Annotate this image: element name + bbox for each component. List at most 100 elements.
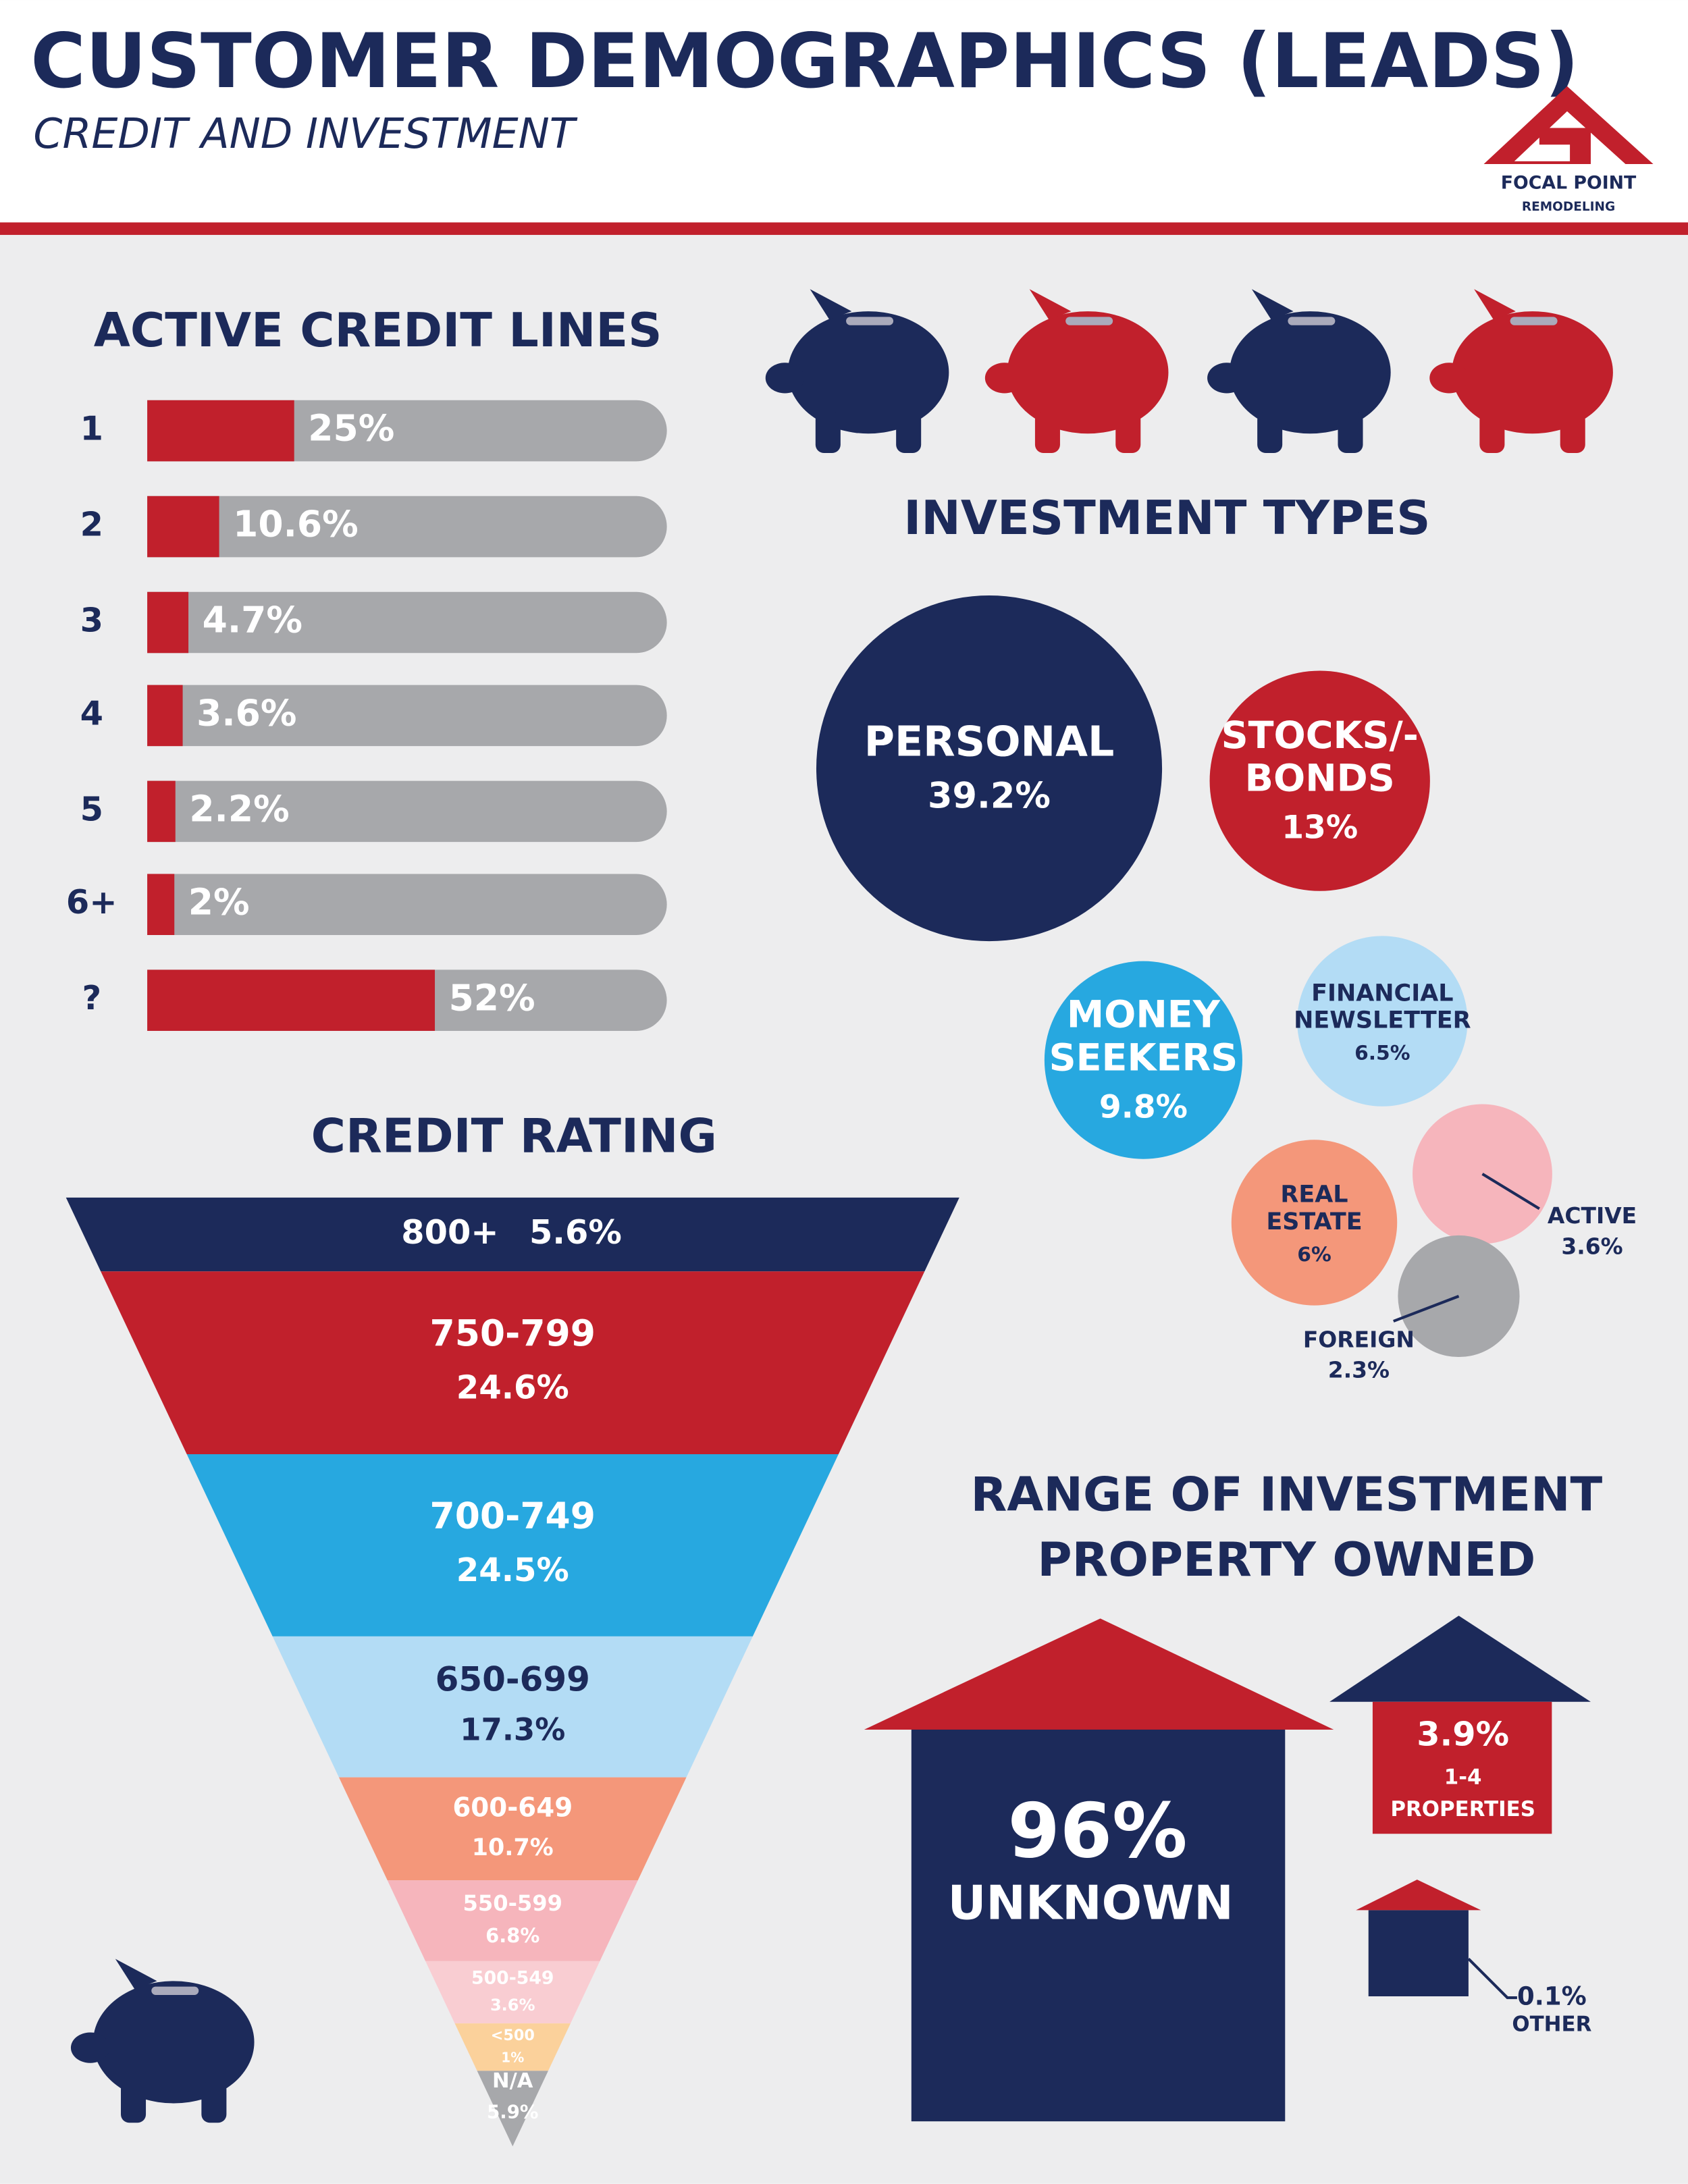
header-band: [0, 0, 1688, 223]
band-label: 600-649: [452, 1792, 573, 1823]
bar: [147, 685, 183, 747]
logo-sub: REMODELING: [1522, 200, 1615, 214]
band-label: 650-699: [436, 1659, 590, 1699]
title: CUSTOMER DEMOGRAPHICS (LEADS): [30, 18, 1579, 105]
bar-label: 4.7%: [203, 599, 302, 641]
bubble-label: STOCKS/-: [1221, 714, 1419, 757]
subtitle: CREDIT AND INVESTMENT: [33, 109, 577, 158]
bubble-label: NEWSLETTER: [1294, 1007, 1471, 1034]
row-label: ?: [82, 978, 101, 1017]
bubble-label: FOREIGN: [1303, 1326, 1415, 1352]
funnel-band: [454, 2023, 571, 2071]
bar-label: 10.6%: [233, 503, 359, 545]
leader-line: [1467, 1957, 1517, 2000]
bubble-label: REAL: [1280, 1181, 1348, 1208]
bubble: [1044, 961, 1242, 1159]
header-rule: [0, 222, 1688, 235]
bar: [147, 874, 175, 935]
house-roof: [1356, 1880, 1481, 1911]
band-label: 800+: [401, 1213, 498, 1252]
row-label: 4: [80, 693, 103, 733]
row-label: 1: [80, 409, 103, 448]
logo-mark: [1483, 86, 1654, 165]
row-label: 3: [80, 601, 103, 640]
row-label: 2: [80, 505, 103, 544]
row-label: 6+: [66, 882, 117, 922]
bubble-value: 2.3%: [1328, 1357, 1390, 1383]
band-value: 5.6%: [529, 1213, 622, 1252]
funnel-band: [425, 1961, 600, 2024]
bar-label: 3.6%: [196, 692, 296, 735]
leader-line: [1481, 1173, 1540, 1210]
bubble-label: BONDS: [1245, 757, 1395, 801]
house-label: UNKNOWN: [948, 1875, 1234, 1930]
house-value: 3.9%: [1417, 1715, 1509, 1754]
bar-label: 2.2%: [189, 788, 289, 830]
house-value: 96%: [1008, 1788, 1188, 1875]
funnel-band: [338, 1777, 687, 1881]
band-label: 500-549: [471, 1967, 554, 1988]
bubble-value: 9.8%: [1099, 1088, 1188, 1125]
bubble: [1231, 1140, 1398, 1306]
bar: [147, 969, 436, 1031]
band-value: 24.5%: [456, 1551, 569, 1589]
bubble-value: 39.2%: [928, 775, 1051, 816]
band-value: 5.9%: [487, 2101, 538, 2123]
house: [911, 1729, 1286, 2122]
house-label: PROPERTIES: [1390, 1797, 1535, 1821]
bar-label: 25%: [308, 407, 394, 450]
house-roof: [864, 1618, 1334, 1730]
funnel-band: [387, 1880, 638, 1961]
bubble-value: 6.5%: [1354, 1042, 1410, 1065]
section-title: PROPERTY OWNED: [1037, 1533, 1535, 1587]
bubble-label: ACTIVE: [1548, 1202, 1637, 1229]
section-title: RANGE OF INVESTMENT: [970, 1467, 1602, 1522]
band-value: 6.8%: [485, 1924, 539, 1947]
funnel-band: [101, 1271, 925, 1454]
band-label: <500: [491, 2027, 535, 2044]
row-label: 5: [80, 789, 103, 828]
bar: [147, 496, 219, 558]
house-roof: [1329, 1616, 1591, 1702]
section-title: CREDIT RATING: [311, 1109, 717, 1163]
bar-track: [147, 496, 667, 558]
band-label: 700-749: [430, 1494, 596, 1537]
band-value: 3.6%: [490, 1996, 535, 2015]
bar-track: [147, 780, 667, 843]
band-value: 17.3%: [460, 1712, 565, 1748]
band-label: 750-799: [430, 1312, 596, 1354]
bar: [147, 780, 176, 843]
band-label: 550-599: [463, 1890, 562, 1916]
funnel-band: [477, 2071, 548, 2147]
bubble-label: SEEKERS: [1049, 1036, 1238, 1080]
logo-name: FOCAL POINT: [1501, 172, 1637, 193]
bubble-value: 6%: [1297, 1243, 1331, 1267]
funnel-band: [186, 1454, 839, 1636]
section-title: INVESTMENT TYPES: [903, 491, 1430, 545]
funnel-band: [272, 1636, 753, 1778]
bubble-label: ESTATE: [1266, 1208, 1362, 1235]
bubble: [1297, 936, 1468, 1107]
bar-track: [147, 591, 667, 654]
funnel-band: [65, 1197, 959, 1272]
bar: [147, 400, 294, 462]
house-value: 0.1%: [1517, 1982, 1587, 2011]
bubble: [816, 595, 1163, 942]
band-value: 10.7%: [472, 1834, 554, 1861]
bubble: [1209, 670, 1430, 891]
bar: [147, 591, 189, 654]
bar-label: 52%: [449, 976, 535, 1019]
leader-line: [1393, 1295, 1460, 1323]
house-label: OTHER: [1512, 2013, 1591, 2037]
bubble-label: MONEY: [1067, 992, 1221, 1036]
bar-track: [147, 874, 667, 935]
section-title: ACTIVE CREDIT LINES: [94, 303, 662, 358]
house: [1372, 1701, 1552, 1834]
band-value: 1%: [501, 2049, 524, 2065]
bubble-value: 13%: [1282, 809, 1358, 847]
band-value: 24.6%: [456, 1369, 569, 1407]
bubble-label: FINANCIAL: [1311, 980, 1454, 1007]
house: [1368, 1910, 1469, 1997]
